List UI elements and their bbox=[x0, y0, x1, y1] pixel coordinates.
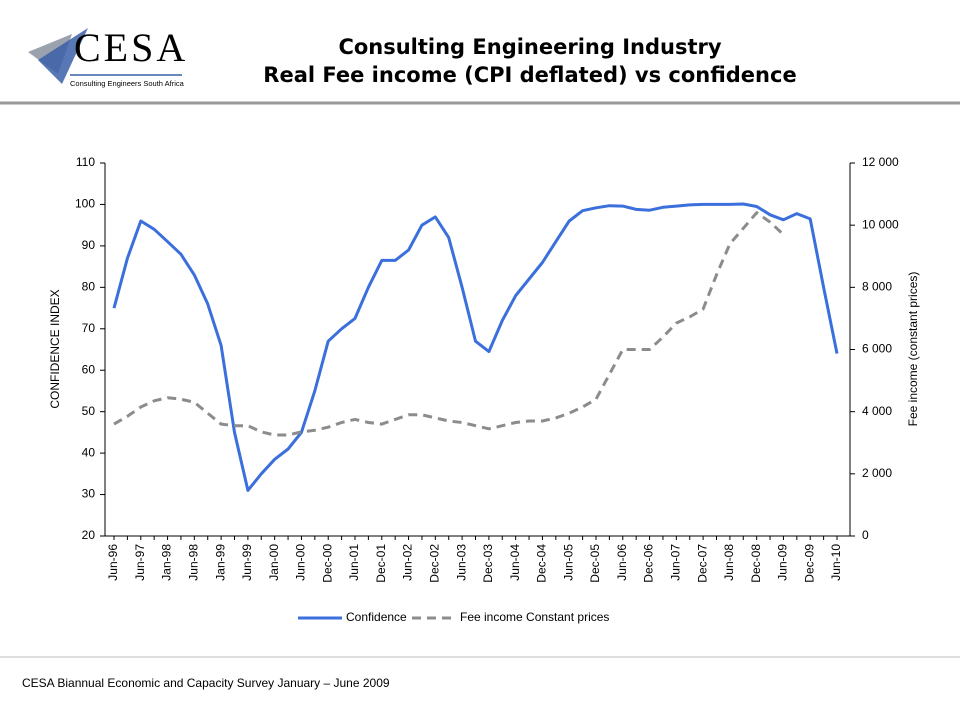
x-tick-label: Jan-99 bbox=[213, 544, 227, 581]
x-tick-label: Dec-09 bbox=[802, 544, 816, 583]
y2-tick-label: 8 000 bbox=[862, 280, 892, 294]
y2-tick-label: 0 bbox=[862, 528, 869, 542]
y2-tick-label: 4 000 bbox=[862, 404, 892, 418]
x-tick-label: Jun-97 bbox=[133, 544, 147, 581]
y-tick-label: 60 bbox=[82, 362, 96, 376]
chart-title: Consulting Engineering Industry bbox=[338, 35, 721, 59]
y-tick-label: 30 bbox=[82, 487, 96, 501]
logo-tagline: Consulting Engineers South Africa bbox=[70, 79, 185, 88]
legend-label: Confidence bbox=[346, 610, 407, 624]
logo: CESA Consulting Engineers South Africa bbox=[28, 25, 188, 88]
data-line bbox=[112, 202, 839, 492]
x-tick-label: Jun-09 bbox=[776, 544, 790, 581]
y2-tick-label: 6 000 bbox=[862, 342, 892, 356]
y2-tick-label: 10 000 bbox=[862, 217, 899, 231]
legend-label: Fee income Constant prices bbox=[460, 610, 609, 624]
x-tick-label: Jan-98 bbox=[160, 544, 174, 581]
x-tick-label: Dec-04 bbox=[535, 544, 549, 583]
y-tick-label: 40 bbox=[82, 445, 96, 459]
logo-name: CESA bbox=[74, 25, 188, 70]
chart-subtitle: Real Fee income (CPI deflated) vs confid… bbox=[263, 63, 796, 87]
x-tick-label: Dec-06 bbox=[642, 544, 656, 583]
x-tick-label: Jun-07 bbox=[669, 544, 683, 581]
y-axis-label: CONFIDENCE INDEX bbox=[48, 289, 62, 408]
y-tick-label: 110 bbox=[76, 155, 95, 169]
x-tick-label: Jan-00 bbox=[267, 544, 281, 581]
x-tick-label: Jun-05 bbox=[561, 544, 575, 581]
x-tick-label: Jun-08 bbox=[722, 544, 736, 581]
footer: CESA Biannual Economic and Capacity Surv… bbox=[22, 676, 390, 690]
data-line bbox=[113, 211, 785, 437]
y-tick-label: 80 bbox=[82, 280, 96, 294]
x-tick-label: Jun-04 bbox=[508, 544, 522, 581]
x-tick-label: Dec-00 bbox=[320, 544, 334, 583]
x-tick-label: Jun-02 bbox=[401, 544, 415, 581]
x-tick-label: Jun-99 bbox=[240, 544, 254, 581]
y-tick-label: 70 bbox=[82, 321, 96, 335]
x-tick-label: Jun-03 bbox=[454, 544, 468, 581]
x-tick-label: Jun-10 bbox=[829, 544, 843, 581]
x-tick-label: Dec-02 bbox=[428, 544, 442, 583]
x-tick-label: Jun-01 bbox=[347, 544, 361, 581]
x-tick-label: Jun-98 bbox=[187, 544, 201, 581]
logo-shape bbox=[38, 28, 88, 84]
x-tick-label: Dec-05 bbox=[588, 544, 602, 583]
x-tick-label: Dec-08 bbox=[749, 544, 763, 583]
x-tick-label: Dec-01 bbox=[374, 544, 388, 583]
y2-axis-label: Fee income (constant prices) bbox=[906, 272, 920, 427]
x-tick-label: Jun-00 bbox=[294, 544, 308, 581]
x-tick-label: Jun-06 bbox=[615, 544, 629, 581]
x-tick-label: Dec-03 bbox=[481, 544, 495, 583]
y2-tick-label: 2 000 bbox=[862, 466, 892, 480]
x-tick-label: Dec-07 bbox=[695, 544, 709, 583]
y-tick-label: 50 bbox=[82, 404, 96, 418]
x-tick-label: Jun-96 bbox=[106, 544, 120, 581]
y2-tick-label: 12 000 bbox=[862, 155, 899, 169]
y-tick-label: 90 bbox=[82, 238, 96, 252]
y-tick-label: 100 bbox=[75, 197, 95, 211]
y-tick-label: 20 bbox=[82, 528, 96, 542]
